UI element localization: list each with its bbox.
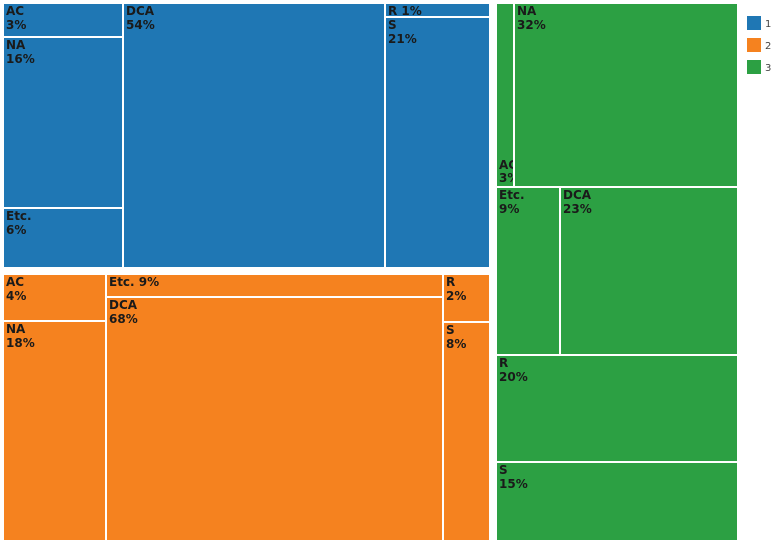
tile-rect-group3-dca[interactable] <box>559 186 739 356</box>
tile-name: Etc. <box>499 188 525 202</box>
tile-value: 1% <box>401 4 421 18</box>
tile-name: Etc. <box>109 275 139 289</box>
tile-name: R <box>499 356 508 370</box>
tile-group2-r[interactable]: R2% <box>442 273 491 323</box>
tile-value: 18% <box>6 336 35 350</box>
tile-rect-group1-etc[interactable] <box>2 207 124 269</box>
tile-name: R <box>388 4 401 18</box>
tile-group1-s[interactable]: S21% <box>384 16 491 269</box>
tile-name: NA <box>517 4 537 18</box>
tile-rect-group2-dca[interactable] <box>105 296 444 542</box>
legend-swatch <box>747 16 761 30</box>
tile-rect-group2-s[interactable] <box>442 321 491 542</box>
tile-name: DCA <box>109 298 138 312</box>
legend-item-1[interactable]: 1 <box>747 16 771 30</box>
tile-name: NA <box>6 322 26 336</box>
tile-rect-group1-ac[interactable] <box>2 2 124 38</box>
tile-label: Etc. 9% <box>109 275 159 289</box>
legend-swatch <box>747 38 761 52</box>
tile-value: 16% <box>6 52 35 66</box>
tile-value: 2% <box>446 289 466 303</box>
tile-value: 15% <box>499 477 528 491</box>
tile-name: Etc. <box>6 209 32 223</box>
legend-swatch <box>747 60 761 74</box>
tile-rect-group3-na[interactable] <box>513 2 739 188</box>
tile-group2-ac[interactable]: AC4% <box>2 273 107 322</box>
tile-value: 8% <box>446 337 466 351</box>
tile-name: R <box>446 275 455 289</box>
tile-name: DCA <box>126 4 155 18</box>
tile-value: 6% <box>6 223 26 237</box>
tile-group1-etc[interactable]: Etc.6% <box>2 207 124 269</box>
tile-label: R 1% <box>388 4 422 18</box>
tile-name: AC <box>499 158 517 172</box>
tile-rect-group1-s[interactable] <box>384 16 491 269</box>
legend-label: 3 <box>765 63 771 74</box>
tile-group3-s[interactable]: S15% <box>495 461 739 542</box>
tile-rect-group3-r[interactable] <box>495 354 739 463</box>
tile-rect-group2-r[interactable] <box>442 273 491 323</box>
tile-value: 54% <box>126 18 155 32</box>
tile-rect-group2-na[interactable] <box>2 320 107 542</box>
tile-rect-group1-na[interactable] <box>2 36 124 209</box>
tile-group2-s[interactable]: S8% <box>442 321 491 542</box>
tile-rect-group3-etc[interactable] <box>495 186 561 356</box>
tile-group1-r[interactable]: R 1% <box>384 2 491 18</box>
tile-value: 9% <box>139 275 159 289</box>
legend-label: 2 <box>765 41 771 52</box>
tile-value: 68% <box>109 312 138 326</box>
tile-name: S <box>499 463 508 477</box>
tile-name: NA <box>6 38 26 52</box>
tile-rect-group3-s[interactable] <box>495 461 739 542</box>
tile-name: AC <box>6 275 24 289</box>
legend: 1 2 3 <box>747 16 771 74</box>
tile-name: S <box>446 323 455 337</box>
tile-name: DCA <box>563 188 592 202</box>
tile-group3-etc[interactable]: Etc.9% <box>495 186 561 356</box>
tile-rect-group1-dca[interactable] <box>122 2 386 269</box>
tile-name: AC <box>6 4 24 18</box>
legend-label: 1 <box>765 19 771 30</box>
tile-name: S <box>388 18 397 32</box>
tile-value: 23% <box>563 202 592 216</box>
tile-value: 20% <box>499 370 528 384</box>
tile-value: 32% <box>517 18 546 32</box>
tile-group2-etc[interactable]: Etc. 9% <box>105 273 444 298</box>
tile-value: 3% <box>6 18 26 32</box>
tile-group1-ac[interactable]: AC3% <box>2 2 124 38</box>
tile-value: 4% <box>6 289 26 303</box>
tile-value: 9% <box>499 202 519 216</box>
tile-group3-r[interactable]: R20% <box>495 354 739 463</box>
legend-item-2[interactable]: 2 <box>747 38 771 52</box>
tile-value: 21% <box>388 32 417 46</box>
legend-item-3[interactable]: 3 <box>747 60 771 74</box>
